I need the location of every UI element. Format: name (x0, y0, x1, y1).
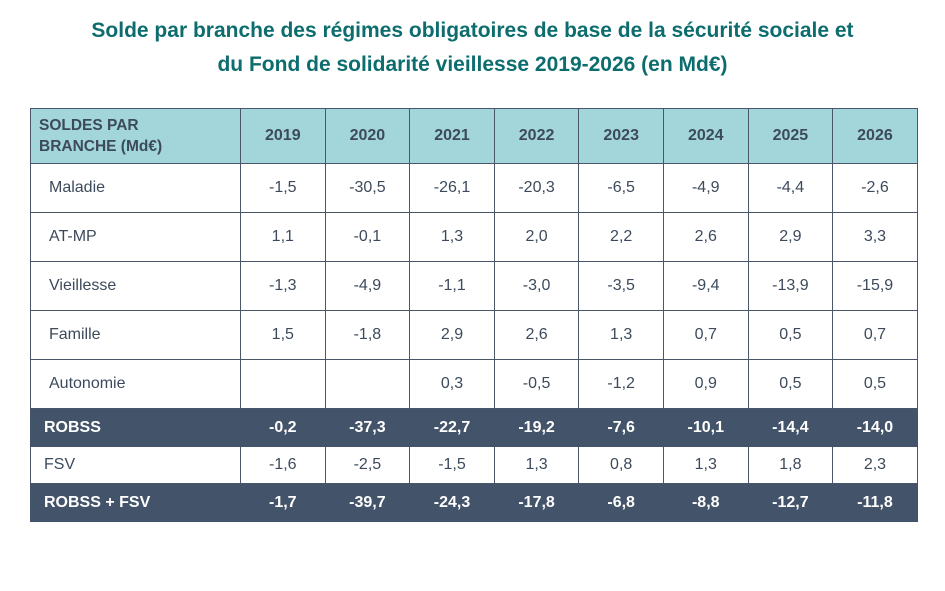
table-row-fsv: FSV -1,6 -2,5 -1,5 1,3 0,8 1,3 1,8 2,3 (30, 446, 918, 484)
value-cell-2023: 0,8 (578, 446, 664, 484)
value-cell-2021: -1,5 (409, 446, 495, 484)
value-cell-2024: -8,8 (662, 483, 749, 522)
value-cell-2024: 2,6 (662, 212, 749, 262)
value-cell-2019: 1,1 (240, 212, 326, 262)
value-cell-2026: 2,3 (832, 446, 918, 484)
value-cell-2026: -15,9 (832, 261, 918, 311)
value-cell-2024: 0,7 (662, 310, 749, 360)
value-cell-2021: -26,1 (409, 163, 495, 213)
value-cell-2023: 1,3 (578, 310, 664, 360)
header-row: SOLDES PAR BRANCHE (Md€) 2019 2020 2021 … (30, 108, 918, 164)
header-branch-label: SOLDES PAR BRANCHE (Md€) (30, 108, 241, 164)
value-cell-2026: -14,0 (832, 408, 918, 447)
value-cell-2023: -6,8 (578, 483, 664, 522)
header-year: 2025 (747, 108, 834, 164)
value-cell-2025: 1,8 (747, 446, 834, 484)
value-cell-2024: -4,9 (662, 163, 749, 213)
table-row-robss: ROBSS -0,2 -37,3 -22,7 -19,2 -7,6 -10,1 -14,4 -1… (30, 408, 918, 447)
row-label: ROBSS (30, 408, 241, 447)
value-cell-2020: -4,9 (324, 261, 411, 311)
row-label: Famille (30, 310, 241, 360)
value-cell-2024: -9,4 (662, 261, 749, 311)
value-cell-2025: 2,9 (747, 212, 834, 262)
value-cell-2023: -7,6 (578, 408, 664, 447)
value-cell-2026: -2,6 (832, 163, 918, 213)
value-cell-2021: -22,7 (409, 408, 495, 447)
value-cell-2019: -1,6 (240, 446, 326, 484)
value-cell-2020: -37,3 (324, 408, 411, 447)
row-label: FSV (30, 446, 241, 484)
row-label: Autonomie (30, 359, 241, 409)
value-cell-2022: -19,2 (493, 408, 580, 447)
value-cell-2022: 1,3 (493, 446, 580, 484)
value-cell-2023: -3,5 (578, 261, 664, 311)
value-cell-2023: 2,2 (578, 212, 664, 262)
value-cell-2025: -12,7 (747, 483, 834, 522)
header-year: 2023 (578, 108, 664, 164)
value-cell-2021: 1,3 (409, 212, 495, 262)
value-cell-2020: -39,7 (324, 483, 411, 522)
value-cell-2022: -20,3 (493, 163, 580, 213)
value-cell-2026: -11,8 (832, 483, 918, 522)
table-title: Solde par branche des régimes obligatoir… (0, 14, 945, 82)
table-row-famille: Famille 1,5 -1,8 2,9 2,6 1,3 0,7 0,5 0,7 (30, 310, 918, 360)
table-row-robss-fsv: ROBSS + FSV -1,7 -39,7 -24,3 -17,8 -6,8 -8,8 -1… (30, 483, 918, 522)
value-cell-2020 (324, 359, 411, 409)
header-year: 2024 (662, 108, 749, 164)
value-cell-2021: -24,3 (409, 483, 495, 522)
value-cell-2025: 0,5 (747, 310, 834, 360)
header-year: 2019 (240, 108, 326, 164)
header-year: 2020 (324, 108, 411, 164)
value-cell-2020: -2,5 (324, 446, 411, 484)
value-cell-2026: 3,3 (832, 212, 918, 262)
value-cell-2024: 0,9 (662, 359, 749, 409)
value-cell-2019: -0,2 (240, 408, 326, 447)
row-label: ROBSS + FSV (30, 483, 241, 522)
value-cell-2020: -30,5 (324, 163, 411, 213)
value-cell-2023: -1,2 (578, 359, 664, 409)
title-line-1: Solde par branche des régimes obligatoir… (91, 19, 854, 42)
table-row-autonomie: Autonomie 0,3 -0,5 -1,2 0,9 0,5 0,5 (30, 359, 918, 409)
value-cell-2022: -0,5 (493, 359, 580, 409)
value-cell-2025: -14,4 (747, 408, 834, 447)
value-cell-2021: 0,3 (409, 359, 495, 409)
value-cell-2019: 1,5 (240, 310, 326, 360)
value-cell-2022: -3,0 (493, 261, 580, 311)
value-cell-2022: 2,6 (493, 310, 580, 360)
value-cell-2019: -1,5 (240, 163, 326, 213)
value-cell-2026: 0,5 (832, 359, 918, 409)
value-cell-2025: -13,9 (747, 261, 834, 311)
value-cell-2021: 2,9 (409, 310, 495, 360)
value-cell-2022: -17,8 (493, 483, 580, 522)
value-cell-2024: -10,1 (662, 408, 749, 447)
value-cell-2024: 1,3 (662, 446, 749, 484)
table-row-maladie: Maladie -1,5 -30,5 -26,1 -20,3 -6,5 -4,9 -4,4 -2… (30, 163, 918, 213)
row-label: Vieillesse (30, 261, 241, 311)
title-line-2: du Fond de solidarité vieillesse 2019-20… (217, 53, 728, 76)
value-cell-2020: -1,8 (324, 310, 411, 360)
header-year: 2022 (493, 108, 580, 164)
value-cell-2019: -1,7 (240, 483, 326, 522)
header-year: 2021 (409, 108, 495, 164)
value-cell-2025: -4,4 (747, 163, 834, 213)
header-year: 2026 (832, 108, 918, 164)
value-cell-2026: 0,7 (832, 310, 918, 360)
value-cell-2020: -0,1 (324, 212, 411, 262)
value-cell-2023: -6,5 (578, 163, 664, 213)
value-cell-2019: -1,3 (240, 261, 326, 311)
row-label: Maladie (30, 163, 241, 213)
table-row-vieillesse: Vieillesse -1,3 -4,9 -1,1 -3,0 -3,5 -9,4 -13,9-… (30, 261, 918, 311)
table-row-at-mp: AT-MP 1,1 -0,1 1,3 2,0 2,2 2,6 2,9 3,3 (30, 212, 918, 262)
balance-table: SOLDES PAR BRANCHE (Md€) 2019 2020 2021 … (30, 108, 918, 522)
row-label: AT-MP (30, 212, 241, 262)
value-cell-2025: 0,5 (747, 359, 834, 409)
value-cell-2019 (240, 359, 326, 409)
corner-line-1: SOLDES PAR (39, 117, 139, 134)
corner-line-2: BRANCHE (Md€) (39, 138, 163, 155)
value-cell-2022: 2,0 (493, 212, 580, 262)
value-cell-2021: -1,1 (409, 261, 495, 311)
